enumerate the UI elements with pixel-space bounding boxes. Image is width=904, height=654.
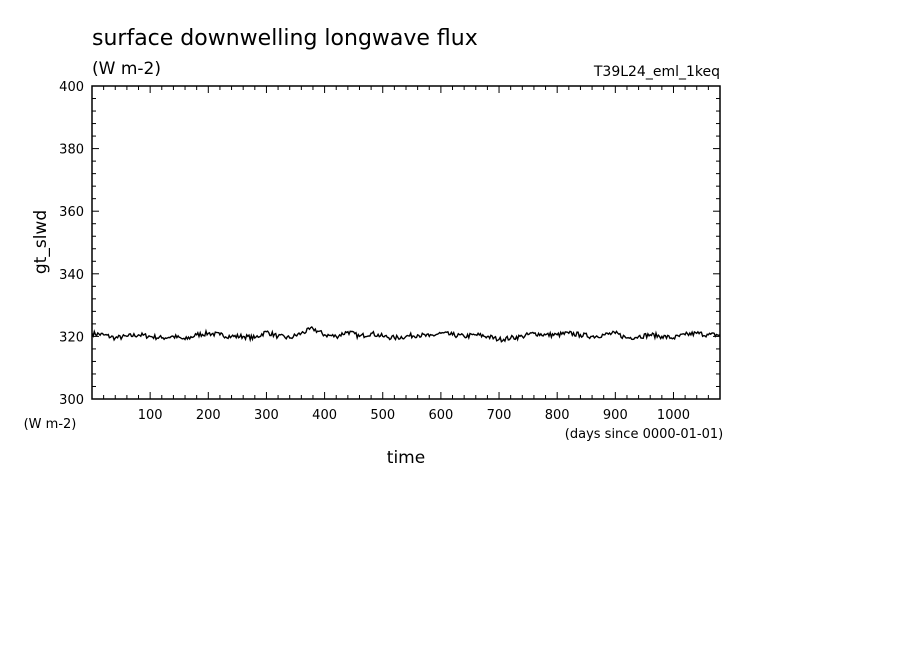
chart-title: surface downwelling longwave flux	[92, 26, 478, 51]
series-line	[91, 325, 721, 343]
y-tick-label: 380	[59, 143, 84, 158]
chart-subtitle: (W m-2)	[92, 59, 161, 79]
x-tick-label: 100	[138, 408, 163, 423]
x-tick-label: 600	[428, 408, 453, 423]
x-tick-label: 200	[196, 408, 221, 423]
y-tick-label: 340	[59, 268, 84, 283]
x-axis-label: time	[387, 448, 425, 468]
x-tick-label: 700	[487, 408, 512, 423]
x-axis-units: (days since 0000-01-01)	[565, 427, 723, 442]
y-tick-label: 300	[59, 393, 84, 408]
y-axis-label: gt_slwd	[31, 210, 51, 274]
x-axis-ticks: 100 200 300 400 500 600 700 800 900 1000	[103, 86, 709, 423]
y-tick-label: 320	[59, 330, 84, 345]
y-axis-units: (W m-2)	[24, 417, 77, 432]
y-tick-label: 360	[59, 205, 84, 220]
plot-frame	[91, 85, 721, 400]
x-tick-label: 400	[312, 408, 337, 423]
x-tick-label: 900	[603, 408, 628, 423]
x-tick-label: 800	[545, 408, 570, 423]
x-tick-label: 300	[254, 408, 279, 423]
x-tick-label: 500	[370, 408, 395, 423]
y-axis-ticks: 300 320 340 360 380 400	[59, 80, 720, 408]
y-tick-label: 400	[59, 80, 84, 95]
x-tick-label: 1000	[657, 408, 690, 423]
run-annotation: T39L24_eml_1keq	[593, 64, 720, 80]
